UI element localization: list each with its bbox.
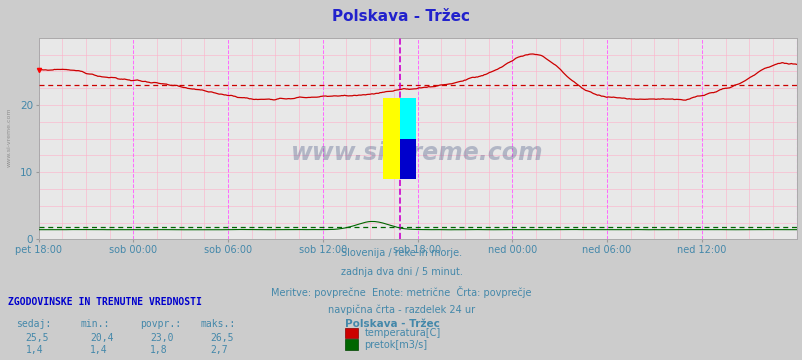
Text: www.si-vreme.com: www.si-vreme.com — [291, 141, 543, 165]
Text: ZGODOVINSKE IN TRENUTNE VREDNOSTI: ZGODOVINSKE IN TRENUTNE VREDNOSTI — [8, 297, 201, 307]
Text: Slovenija / reke in morje.: Slovenija / reke in morje. — [341, 248, 461, 258]
Text: 1,8: 1,8 — [150, 345, 168, 355]
Text: zadnja dva dni / 5 minut.: zadnja dva dni / 5 minut. — [340, 267, 462, 277]
Text: 26,5: 26,5 — [210, 333, 233, 343]
Text: pretok[m3/s]: pretok[m3/s] — [364, 340, 427, 350]
Text: Polskava - Tržec: Polskava - Tržec — [332, 9, 470, 24]
Bar — [399, 98, 415, 139]
Text: navpična črta - razdelek 24 ur: navpična črta - razdelek 24 ur — [327, 305, 475, 315]
Text: povpr.:: povpr.: — [140, 319, 181, 329]
Text: 25,5: 25,5 — [26, 333, 49, 343]
Text: 2,7: 2,7 — [210, 345, 228, 355]
Text: min.:: min.: — [80, 319, 110, 329]
Text: www.si-vreme.com: www.si-vreme.com — [7, 107, 12, 167]
Text: maks.:: maks.: — [200, 319, 236, 329]
Text: 1,4: 1,4 — [90, 345, 107, 355]
Bar — [399, 139, 415, 179]
Text: 23,0: 23,0 — [150, 333, 173, 343]
Text: sedaj:: sedaj: — [16, 319, 51, 329]
Text: temperatura[C]: temperatura[C] — [364, 328, 440, 338]
Text: Polskava - Tržec: Polskava - Tržec — [345, 319, 439, 329]
Bar — [383, 98, 399, 179]
Text: 20,4: 20,4 — [90, 333, 113, 343]
Text: Meritve: povprečne  Enote: metrične  Črta: povprečje: Meritve: povprečne Enote: metrične Črta:… — [271, 286, 531, 298]
Text: 1,4: 1,4 — [26, 345, 43, 355]
